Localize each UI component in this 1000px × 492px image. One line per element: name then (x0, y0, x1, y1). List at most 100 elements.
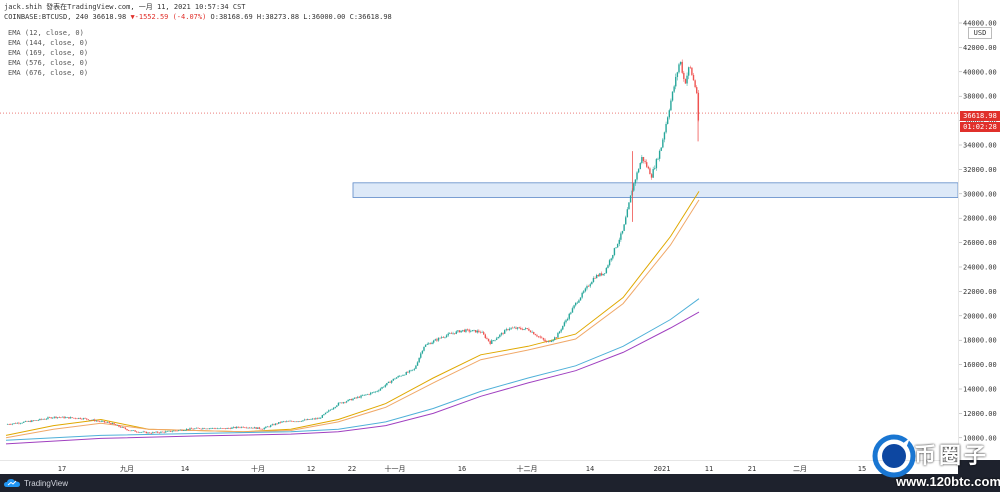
price-tick-label: 18000.00 (963, 337, 997, 345)
time-tick-label: 2021 (654, 465, 671, 473)
candle-body (244, 427, 246, 429)
time-tick-label: 14 (181, 465, 189, 473)
candle-body (66, 417, 69, 418)
watermark-name: 币圈子 (914, 443, 990, 468)
candle-body (373, 392, 375, 393)
candle-body (345, 401, 348, 403)
candle-body (56, 417, 59, 419)
candle-body (605, 267, 608, 274)
candle-body (607, 265, 609, 268)
candle-body (545, 341, 548, 342)
candle-body (61, 416, 64, 418)
candle-body (623, 224, 625, 231)
candle-body (429, 343, 432, 345)
candle-body (629, 195, 632, 203)
candle-body (371, 392, 374, 393)
candle-body (32, 420, 35, 422)
candle-body (137, 431, 140, 433)
candle-body (152, 432, 154, 434)
candle-body (450, 333, 453, 335)
candle-body (399, 375, 401, 377)
candle-body (134, 430, 136, 432)
indicator-ema-12[interactable]: EMA (12, close, 0) (8, 29, 84, 37)
candle-body (683, 72, 685, 79)
candle-body (353, 397, 356, 399)
candle-body (218, 428, 220, 430)
candle-body (432, 340, 435, 343)
candle-body (190, 428, 193, 429)
time-axis[interactable]: 17 九月 14 十月 12 22 十一月 16 十二月 14 2021 11 21 二月 15 (0, 460, 958, 475)
candle-body (132, 430, 135, 431)
candle-body (411, 369, 414, 371)
candle-body (657, 158, 659, 160)
price-tick-label: 10000.00 (963, 434, 997, 442)
price-tick-label: 32000.00 (963, 166, 997, 174)
candle-body (34, 420, 36, 421)
candle-body (105, 422, 107, 423)
candle-body (207, 428, 209, 430)
candle-body (6, 424, 9, 425)
candle-body (570, 312, 572, 314)
indicator-ema-144[interactable]: EMA (144, close, 0) (8, 39, 89, 47)
time-tick-label: 16 (458, 465, 466, 473)
candle-body (292, 421, 294, 422)
candle-body (675, 76, 677, 87)
candle-body (329, 409, 332, 411)
candle-body (50, 417, 52, 419)
candle-body (321, 415, 324, 418)
candle-body (203, 428, 206, 429)
candle-body (420, 353, 422, 358)
candle-body (529, 330, 532, 333)
candle-body (110, 423, 112, 425)
candle-body (300, 421, 303, 422)
currency-label[interactable]: USD (968, 27, 992, 39)
candle-body (660, 147, 662, 151)
candle-body (200, 428, 202, 430)
candle-body (649, 168, 651, 175)
candle-body (576, 302, 579, 304)
candle-body (471, 330, 474, 332)
candle-body (10, 424, 12, 425)
candle-body (676, 72, 679, 77)
chart-canvas[interactable] (0, 0, 958, 460)
candle-body (650, 174, 653, 178)
candle-body (508, 328, 511, 330)
candle-body (226, 428, 228, 429)
candle-body (405, 372, 407, 375)
candle-body (210, 428, 212, 429)
candle-body (229, 428, 232, 429)
candle-body (11, 423, 14, 425)
candle-body (378, 390, 380, 392)
candle-body (428, 343, 430, 345)
candle-body (60, 417, 62, 418)
candle-body (550, 341, 553, 342)
candle-body (374, 391, 377, 393)
indicator-ema-676[interactable]: EMA (676, close, 0) (8, 69, 89, 77)
candle-body (481, 332, 483, 333)
candle-body (150, 433, 152, 434)
candle-body (641, 156, 643, 164)
symbol-info[interactable]: COINBASE:BTCUSD, 240 (4, 13, 89, 21)
candle-body (441, 337, 443, 338)
candle-body (536, 335, 538, 337)
tradingview-brand-label: TradingView (24, 478, 69, 488)
ema-144-line (5, 191, 700, 436)
indicator-ema-169[interactable]: EMA (169, close, 0) (8, 49, 89, 57)
candle-body (313, 418, 315, 420)
indicator-ema-576[interactable]: EMA (576, close, 0) (8, 59, 89, 67)
chart-area[interactable]: jack.shih 發表在TradingView.com, 一月 11, 202… (0, 0, 958, 460)
candle-body (400, 375, 403, 377)
candle-body (574, 302, 577, 306)
candle-body (257, 427, 259, 429)
price-axis[interactable]: 44000.00 42000.00 40000.00 38000.00 36000.00… (958, 0, 1000, 460)
candle-body (636, 172, 638, 180)
candle-body (153, 432, 156, 433)
candle-body (328, 410, 330, 412)
chart-header: jack.shih 發表在TradingView.com, 一月 11, 202… (4, 2, 246, 12)
tradingview-brand[interactable]: TradingView (4, 476, 68, 490)
candle-body (437, 337, 440, 341)
price-change: ▼-1552.59 (-4.07%) (130, 13, 207, 21)
candle-body (479, 331, 482, 333)
candle-body (449, 333, 451, 335)
candle-body (74, 417, 77, 419)
